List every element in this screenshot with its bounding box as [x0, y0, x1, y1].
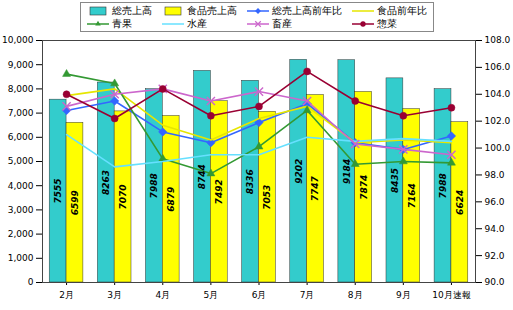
svg-text:9,000: 9,000 — [8, 60, 34, 70]
svg-text:5,000: 5,000 — [8, 156, 34, 166]
html-text:青果: 青果 — [111, 18, 132, 29]
svg-text:8336: 8336 — [245, 169, 255, 194]
svg-text:7988: 7988 — [149, 173, 159, 198]
html-text:畜産: 畜産 — [271, 18, 292, 29]
html-text:総売上高: 総売上高 — [111, 5, 152, 16]
svg-text:4,000: 4,000 — [8, 181, 34, 191]
html-text:食品前年比: 食品前年比 — [376, 5, 427, 16]
svg-text:10,000: 10,000 — [2, 35, 34, 45]
svg-text:7164: 7164 — [407, 183, 417, 208]
svg-text:7053: 7053 — [262, 185, 272, 210]
svg-text:108.0: 108.0 — [485, 35, 511, 45]
svg-text:94.0: 94.0 — [485, 224, 505, 234]
svg-text:7874: 7874 — [359, 175, 369, 200]
html-text:食品売上高: 食品売上高 — [186, 5, 237, 16]
svg-text:3月: 3月 — [107, 290, 122, 300]
svg-text:96.0: 96.0 — [485, 197, 505, 207]
svg-text:9月: 9月 — [396, 290, 411, 300]
svg-text:92.0: 92.0 — [485, 250, 505, 260]
svg-text:9184: 9184 — [342, 159, 352, 184]
svg-text:90.0: 90.0 — [485, 277, 505, 287]
svg-text:106.0: 106.0 — [485, 62, 511, 72]
svg-text:10月速報: 10月速報 — [432, 290, 470, 300]
svg-text:7555: 7555 — [53, 179, 63, 204]
svg-text:3,000: 3,000 — [8, 205, 34, 215]
svg-text:2,000: 2,000 — [8, 229, 34, 239]
svg-text:2月: 2月 — [59, 290, 74, 300]
svg-text:98.0: 98.0 — [485, 170, 505, 180]
svg-text:7月: 7月 — [300, 290, 315, 300]
svg-text:7070: 7070 — [118, 184, 128, 209]
svg-text:102.0: 102.0 — [485, 116, 511, 126]
svg-text:6879: 6879 — [166, 187, 176, 212]
svg-text:7492: 7492 — [214, 179, 224, 204]
svg-text:6,000: 6,000 — [8, 132, 34, 142]
svg-text:6624: 6624 — [455, 190, 465, 215]
svg-text:6599: 6599 — [70, 190, 80, 215]
svg-text:8263: 8263 — [101, 170, 111, 195]
svg-text:100.0: 100.0 — [485, 143, 511, 153]
svg-text:7988: 7988 — [438, 173, 448, 198]
svg-text:6月: 6月 — [252, 290, 267, 300]
html-text:水産: 水産 — [186, 18, 207, 29]
svg-text:5月: 5月 — [204, 290, 219, 300]
svg-text:4月: 4月 — [155, 290, 170, 300]
html-text:総売上高前年比: 総売上高前年比 — [271, 5, 342, 16]
svg-text:8744: 8744 — [197, 164, 207, 189]
svg-text:1,000: 1,000 — [8, 253, 34, 263]
svg-text:8435: 8435 — [390, 168, 400, 193]
svg-text:0: 0 — [28, 277, 34, 287]
svg-text:8,000: 8,000 — [8, 84, 34, 94]
svg-text:7,000: 7,000 — [8, 108, 34, 118]
svg-text:7747: 7747 — [310, 176, 320, 202]
svg-text:9202: 9202 — [294, 159, 304, 184]
svg-text:8月: 8月 — [348, 290, 363, 300]
svg-text:104.0: 104.0 — [485, 89, 511, 99]
html-text:惣菜: 惣菜 — [376, 18, 397, 29]
